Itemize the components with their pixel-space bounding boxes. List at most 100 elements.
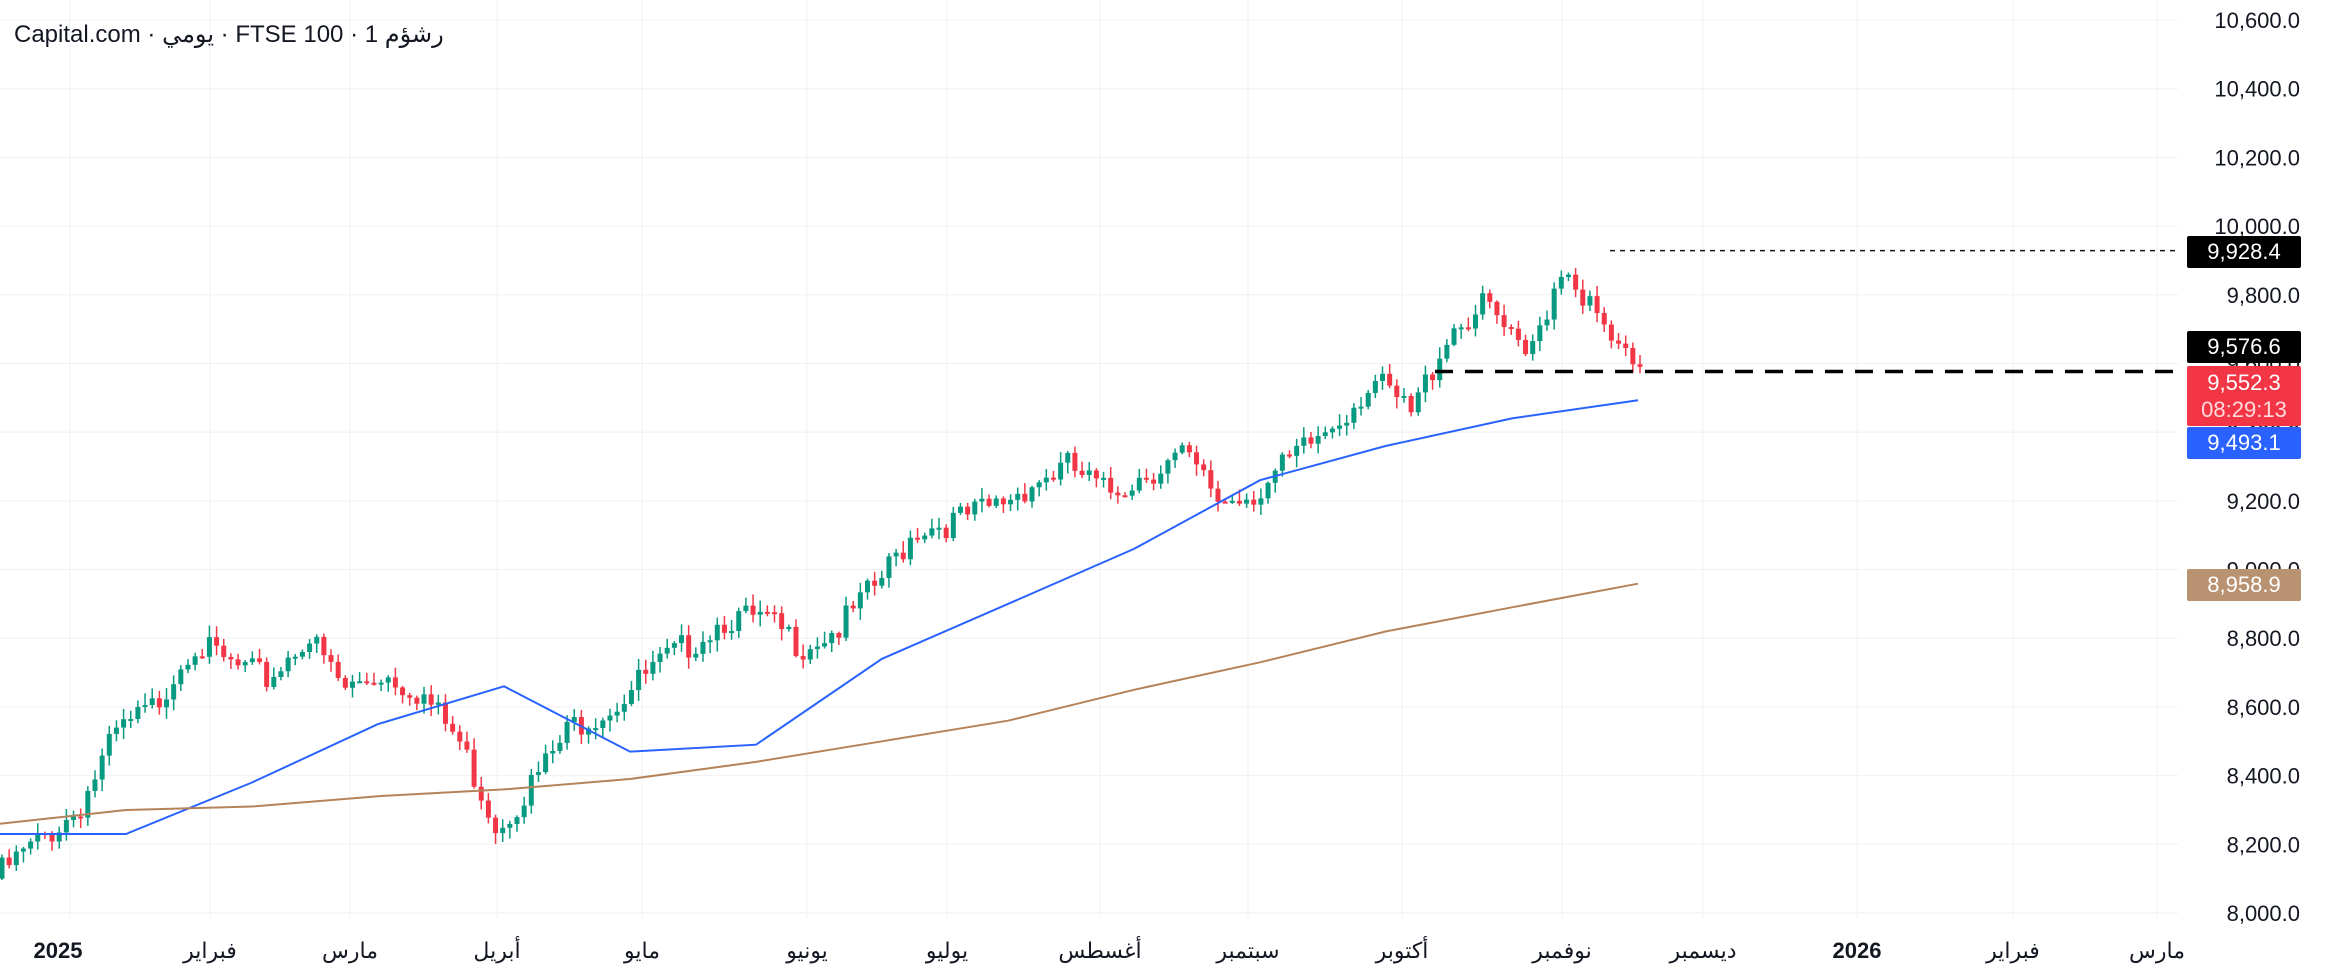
candle-body [1129, 490, 1135, 496]
symbol-label: FTSE 100 [235, 21, 344, 48]
interval-label: يومي [162, 21, 214, 48]
candle-body [1430, 374, 1436, 381]
candle-body [1437, 358, 1443, 381]
level-price-tag: 9,576.6 [2187, 331, 2301, 363]
candle-body [1573, 274, 1579, 290]
x-tick-label: أكتوبر [1375, 936, 1429, 963]
candle-body [1050, 477, 1056, 480]
candle-body [1358, 406, 1364, 409]
candle-body [493, 817, 499, 834]
candle-body [1623, 343, 1629, 348]
candle-body [142, 705, 148, 708]
candle-body [1265, 482, 1271, 499]
y-tick-label: 8,600.0 [2227, 695, 2300, 720]
candle-body [543, 753, 549, 773]
candle-body [1287, 454, 1293, 457]
x-tick-label: 2025 [34, 938, 83, 963]
candle-body [1372, 380, 1378, 393]
candle-body [814, 646, 820, 650]
candle-body [1222, 501, 1228, 504]
candle-body [1251, 499, 1257, 505]
candle-body [800, 656, 806, 660]
candle-body [1108, 477, 1114, 493]
candle-body [378, 682, 384, 685]
candle-body [185, 664, 191, 670]
candle-body [535, 772, 541, 775]
candle-body [807, 649, 813, 660]
candle-body [929, 528, 935, 536]
candle-body [972, 501, 978, 515]
candle-body [421, 694, 427, 704]
candle-body [729, 631, 735, 634]
candle-body [1258, 498, 1264, 505]
candle-body [900, 552, 906, 560]
x-tick-label: أبريل [473, 936, 520, 963]
candle-body [1236, 500, 1242, 504]
candle-body [586, 728, 592, 735]
candle-body [450, 723, 456, 732]
candle-body [1029, 487, 1035, 502]
candle-body [500, 827, 506, 834]
y-tick-label: 10,600.0 [2214, 8, 2300, 33]
candle-body [1315, 436, 1321, 444]
candle-body [686, 635, 692, 658]
candle-body [121, 719, 127, 728]
candle-body [528, 774, 534, 806]
candle-body [1387, 373, 1393, 386]
candle-body [156, 698, 162, 708]
candle-body [757, 611, 763, 615]
candle-body [235, 659, 241, 666]
candle-body [228, 656, 234, 660]
candle-body [171, 684, 177, 700]
sma50-price-tag: 9,493.1 [2187, 427, 2301, 459]
candle-body [772, 612, 778, 615]
candle-body [357, 681, 363, 684]
y-tick-label: 8,400.0 [2227, 764, 2300, 789]
candle-body [1594, 296, 1600, 314]
candle-body [1093, 470, 1099, 479]
candle-body [1422, 374, 1428, 393]
candle-body [893, 552, 899, 557]
candle-body [1551, 288, 1557, 320]
candle-body [936, 527, 942, 530]
candle-body [507, 823, 513, 828]
candle-body [1279, 454, 1285, 471]
candle-body [221, 645, 227, 657]
candle-body [414, 697, 420, 704]
candle-body [1487, 293, 1493, 302]
candle-body [206, 637, 212, 657]
candle-body [435, 702, 441, 705]
candle-body [6, 857, 12, 866]
sma200-price-tag: 8,958.9 [2187, 569, 2301, 601]
candle-body [1143, 477, 1149, 480]
x-tick-label: فبراير [1985, 938, 2040, 963]
y-tick-label: 8,200.0 [2227, 832, 2300, 857]
candle-body [257, 658, 263, 662]
candle-body [872, 580, 878, 586]
candle-body [1065, 452, 1071, 463]
candle-body [1136, 477, 1142, 491]
candle-body [1215, 488, 1221, 502]
candle-body [864, 580, 870, 593]
candle-body [113, 727, 119, 734]
candle-body [328, 655, 334, 662]
candle-body [35, 833, 41, 842]
candle-body [721, 624, 727, 633]
x-tick-label: مايو [623, 938, 660, 963]
candle-body [106, 733, 112, 756]
candle-body [879, 577, 885, 586]
candle-body [1508, 327, 1514, 330]
candle-body [299, 651, 305, 657]
candle-body [1086, 470, 1092, 475]
candle-body [843, 605, 849, 638]
candle-body [836, 632, 842, 638]
candle-body [779, 613, 785, 630]
candle-body [192, 656, 198, 665]
candle-body [314, 636, 320, 644]
candle-body [650, 661, 656, 674]
candle-body [907, 537, 913, 560]
candle-body [457, 731, 463, 742]
candle-body [943, 527, 949, 539]
